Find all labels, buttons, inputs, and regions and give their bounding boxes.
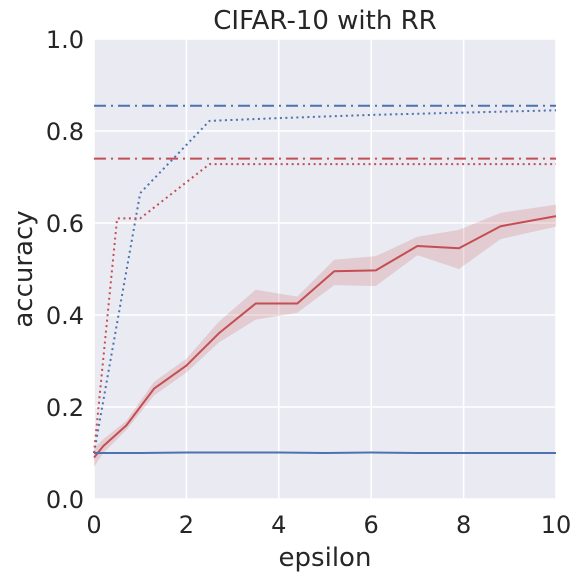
series-lines bbox=[93, 104, 557, 459]
x-tick-label: 6 bbox=[364, 511, 379, 539]
y-tick-label: 1.0 bbox=[46, 26, 84, 54]
chart-title: CIFAR-10 with RR bbox=[213, 6, 436, 36]
y-tick-label: 0.8 bbox=[46, 118, 84, 146]
confidence-band bbox=[94, 204, 556, 467]
confidence-bands bbox=[94, 204, 556, 467]
y-tick-label: 0.2 bbox=[46, 394, 84, 422]
x-axis-title: epsilon bbox=[279, 543, 372, 573]
y-tick-labels: 0.0 0.2 0.4 0.6 0.8 1.0 bbox=[46, 26, 84, 514]
x-tick-labels: 0 2 4 6 8 10 bbox=[86, 511, 571, 539]
y-tick-label: 0.6 bbox=[46, 210, 84, 238]
y-axis-title: accuracy bbox=[9, 210, 39, 327]
grid-lines bbox=[93, 38, 557, 500]
x-tick-label: 0 bbox=[86, 511, 101, 539]
series-line-solid bbox=[93, 215, 557, 459]
x-tick-label: 4 bbox=[271, 511, 286, 539]
x-tick-label: 8 bbox=[456, 511, 471, 539]
y-tick-label: 0.0 bbox=[46, 486, 84, 514]
x-tick-label: 10 bbox=[541, 511, 572, 539]
y-tick-label: 0.4 bbox=[46, 302, 84, 330]
x-tick-label: 2 bbox=[179, 511, 194, 539]
